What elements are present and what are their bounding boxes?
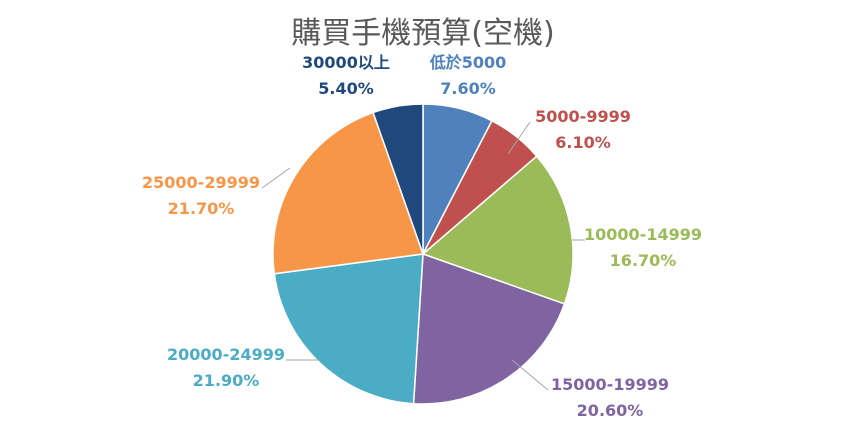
pie-slice	[372, 103, 424, 255]
slice-value-label: 21.90%	[193, 371, 260, 390]
leader-line	[507, 121, 531, 155]
leader-line	[261, 167, 291, 189]
slice-category-label: 5000-9999	[535, 107, 631, 126]
slice-value-label: 20.60%	[577, 401, 644, 420]
slice-category-label: 低於5000	[429, 53, 507, 72]
chart-title: 購買手機預算(空機)	[291, 16, 555, 51]
slice-category-label: 15000-19999	[551, 375, 669, 394]
pie-slice	[272, 111, 425, 275]
leader-lines	[261, 121, 585, 391]
slice-value-label: 5.40%	[318, 79, 374, 98]
slice-value-label: 7.60%	[440, 79, 496, 98]
pie-slice	[412, 252, 566, 405]
slice-value-label: 16.70%	[610, 251, 677, 270]
slice-category-label: 10000-14999	[584, 225, 702, 244]
slice-value-label: 6.10%	[555, 133, 611, 152]
leader-line	[511, 359, 549, 391]
pie-slice	[273, 253, 424, 405]
pie-slices	[272, 103, 574, 405]
slice-value-label: 21.70%	[168, 199, 235, 218]
slice-category-label: 25000-29999	[142, 173, 260, 192]
slice-labels: 低於5000 7.60% 5000-9999 6.10% 10000-14999 16.7…	[142, 53, 702, 420]
slice-category-label: 20000-24999	[167, 345, 285, 364]
slice-category-label: 30000以上	[302, 53, 390, 72]
